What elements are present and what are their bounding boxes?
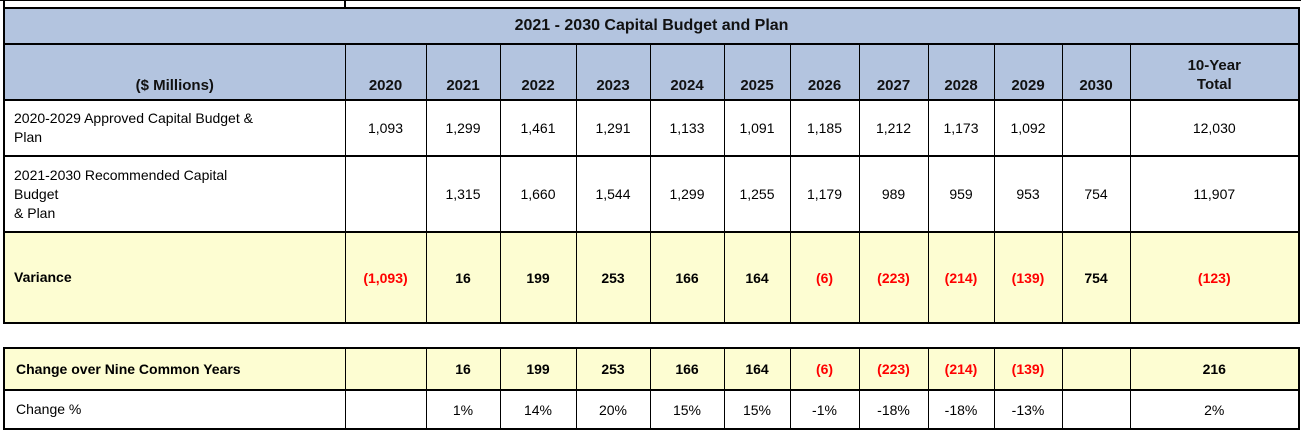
table-row: Change % 1% 14% 20% 15% 15% -1% -18% -18% -13% 2% bbox=[3, 389, 1300, 430]
column-header-total: 10-Year Total bbox=[1129, 43, 1300, 101]
column-header-year: 2024 bbox=[649, 43, 725, 101]
value-cell: (123) bbox=[1129, 231, 1300, 324]
value-cell: (1,093) bbox=[344, 231, 427, 324]
column-header-year: 2027 bbox=[858, 43, 929, 101]
row-label: 2020-2029 Approved Capital Budget & Plan bbox=[3, 99, 346, 157]
value-cell: 1,461 bbox=[499, 99, 577, 157]
value-cell bbox=[344, 155, 427, 233]
value-cell: -13% bbox=[993, 389, 1063, 430]
value-cell: 15% bbox=[723, 389, 791, 430]
value-cell: 216 bbox=[1129, 347, 1300, 391]
value-cell bbox=[344, 389, 427, 430]
value-cell: 1,315 bbox=[425, 155, 501, 233]
value-cell: (214) bbox=[927, 231, 995, 324]
value-cell: -18% bbox=[858, 389, 929, 430]
value-cell: 1,255 bbox=[723, 155, 791, 233]
table-row: Variance (1,093) 16 199 253 166 164 (6) (223) (21… bbox=[3, 231, 1300, 324]
grid-tick bbox=[344, 0, 346, 9]
value-cell: 1,291 bbox=[575, 99, 651, 157]
value-cell: -1% bbox=[789, 389, 860, 430]
value-cell: 1,133 bbox=[649, 99, 725, 157]
value-cell: 15% bbox=[649, 389, 725, 430]
value-cell: 16 bbox=[425, 231, 501, 324]
grid-tick bbox=[3, 0, 5, 9]
value-cell: (139) bbox=[993, 231, 1063, 324]
column-header-year: 2023 bbox=[575, 43, 651, 101]
value-cell: 11,907 bbox=[1129, 155, 1300, 233]
value-cell: 1,185 bbox=[789, 99, 860, 157]
table-row: 2021-2030 Recommended Capital Budget & P… bbox=[3, 155, 1300, 233]
value-cell: 1,173 bbox=[927, 99, 995, 157]
table-header-row: ($ Millions) 2020 2021 2022 2023 2024 2025 202… bbox=[3, 43, 1300, 101]
value-cell: 199 bbox=[499, 347, 577, 391]
value-cell: (139) bbox=[993, 347, 1063, 391]
column-header-year: 2021 bbox=[425, 43, 501, 101]
value-cell: 199 bbox=[499, 231, 577, 324]
column-header-millions: ($ Millions) bbox=[3, 43, 346, 101]
table-row: 2020-2029 Approved Capital Budget & Plan… bbox=[3, 99, 1300, 157]
value-cell: 253 bbox=[575, 347, 651, 391]
value-cell: 1% bbox=[425, 389, 501, 430]
row-label: Change % bbox=[3, 389, 346, 430]
value-cell: 164 bbox=[723, 347, 791, 391]
value-cell: 1,093 bbox=[344, 99, 427, 157]
value-cell: (223) bbox=[858, 347, 929, 391]
column-header-year: 2026 bbox=[789, 43, 860, 101]
value-cell: 12,030 bbox=[1129, 99, 1300, 157]
value-cell: (6) bbox=[789, 231, 860, 324]
table-title: 2021 - 2030 Capital Budget and Plan bbox=[3, 7, 1300, 45]
value-cell: 1,212 bbox=[858, 99, 929, 157]
value-cell: -18% bbox=[927, 389, 995, 430]
value-cell: 953 bbox=[993, 155, 1063, 233]
value-cell: 20% bbox=[575, 389, 651, 430]
value-cell: 754 bbox=[1061, 231, 1131, 324]
row-label: Variance bbox=[3, 231, 346, 324]
value-cell: 16 bbox=[425, 347, 501, 391]
column-header-year: 2025 bbox=[723, 43, 791, 101]
table-title-row: 2021 - 2030 Capital Budget and Plan bbox=[3, 7, 1300, 45]
capital-budget-table: 2021 - 2030 Capital Budget and Plan ($ M… bbox=[3, 7, 1301, 324]
value-cell bbox=[1061, 347, 1131, 391]
table-row: Change over Nine Common Years 16 199 253 166… bbox=[3, 347, 1300, 391]
value-cell: 1,092 bbox=[993, 99, 1063, 157]
value-cell: 2% bbox=[1129, 389, 1300, 430]
column-header-year: 2028 bbox=[927, 43, 995, 101]
value-cell: (6) bbox=[789, 347, 860, 391]
value-cell: 1,179 bbox=[789, 155, 860, 233]
value-cell: 1,660 bbox=[499, 155, 577, 233]
value-cell: 989 bbox=[858, 155, 929, 233]
top-border-remnant bbox=[0, 0, 1301, 1]
value-cell: (223) bbox=[858, 231, 929, 324]
value-cell: 1,299 bbox=[649, 155, 725, 233]
value-cell: 166 bbox=[649, 347, 725, 391]
column-header-year: 2030 bbox=[1061, 43, 1131, 101]
value-cell: 959 bbox=[927, 155, 995, 233]
value-cell: 1,299 bbox=[425, 99, 501, 157]
value-cell: 1,091 bbox=[723, 99, 791, 157]
change-table: Change over Nine Common Years 16 199 253 166… bbox=[3, 347, 1300, 430]
value-cell bbox=[1061, 389, 1131, 430]
value-cell: 1,544 bbox=[575, 155, 651, 233]
value-cell bbox=[344, 347, 427, 391]
row-label: Change over Nine Common Years bbox=[3, 347, 346, 391]
value-cell: 253 bbox=[575, 231, 651, 324]
value-cell: 754 bbox=[1061, 155, 1131, 233]
row-label: 2021-2030 Recommended Capital Budget & P… bbox=[3, 155, 346, 233]
value-cell bbox=[1061, 99, 1131, 157]
column-header-year: 2022 bbox=[499, 43, 577, 101]
value-cell: 14% bbox=[499, 389, 577, 430]
value-cell: (214) bbox=[927, 347, 995, 391]
value-cell: 166 bbox=[649, 231, 725, 324]
column-header-year: 2020 bbox=[344, 43, 427, 101]
value-cell: 164 bbox=[723, 231, 791, 324]
column-header-year: 2029 bbox=[993, 43, 1063, 101]
